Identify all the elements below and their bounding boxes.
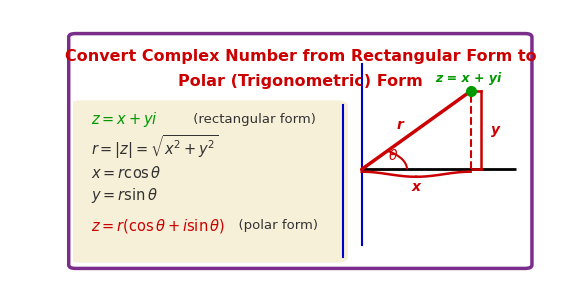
Text: (polar form): (polar form): [230, 219, 318, 232]
Text: y: y: [490, 123, 500, 137]
Text: z = x + yi: z = x + yi: [435, 72, 502, 85]
FancyBboxPatch shape: [69, 33, 532, 269]
Text: $z = x + yi$: $z = x + yi$: [91, 110, 158, 129]
Text: r: r: [397, 118, 404, 132]
Text: θ: θ: [389, 149, 398, 163]
Text: Convert Complex Number from Rectangular Form to: Convert Complex Number from Rectangular …: [64, 49, 536, 64]
Text: (rectangular form): (rectangular form): [189, 113, 316, 126]
Text: Polar (Trigonometric) Form: Polar (Trigonometric) Form: [178, 74, 423, 89]
Text: $r = |z| = \sqrt{x^2 + y^2}$: $r = |z| = \sqrt{x^2 + y^2}$: [91, 134, 219, 161]
Text: x: x: [411, 180, 421, 194]
Text: $z = r(\cos\theta + i\sin\theta)$: $z = r(\cos\theta + i\sin\theta)$: [91, 217, 226, 235]
FancyBboxPatch shape: [69, 100, 348, 263]
Text: $x = r\cos\theta$: $x = r\cos\theta$: [91, 165, 162, 181]
Text: $y = r\sin\theta$: $y = r\sin\theta$: [91, 186, 158, 205]
